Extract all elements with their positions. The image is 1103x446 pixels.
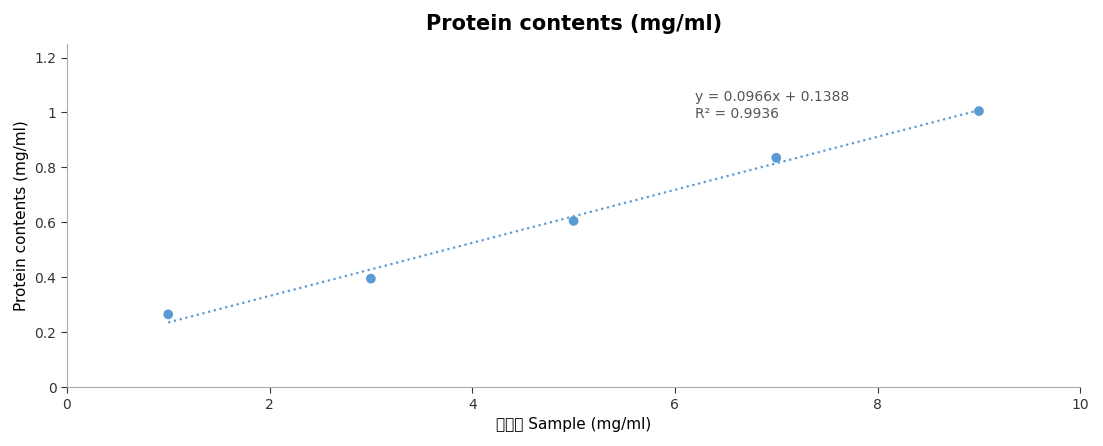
Title: Protein contents (mg/ml): Protein contents (mg/ml) bbox=[426, 14, 721, 34]
Point bbox=[971, 107, 988, 115]
Y-axis label: Protein contents (mg/ml): Protein contents (mg/ml) bbox=[14, 120, 29, 311]
Point bbox=[362, 275, 379, 282]
X-axis label: 다슬기 Sample (mg/ml): 다슬기 Sample (mg/ml) bbox=[496, 417, 651, 432]
Text: y = 0.0966x + 0.1388
R² = 0.9936: y = 0.0966x + 0.1388 R² = 0.9936 bbox=[695, 91, 849, 121]
Point bbox=[565, 217, 582, 224]
Point bbox=[159, 311, 176, 318]
Point bbox=[768, 154, 785, 161]
